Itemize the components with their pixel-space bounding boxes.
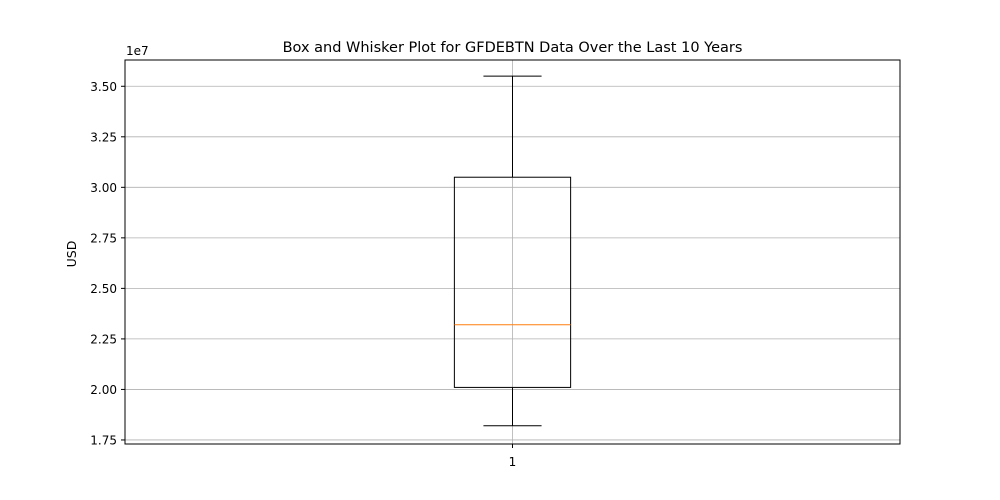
- box-plot-elements: [453, 75, 572, 427]
- y-tick-label: 3.50: [90, 80, 117, 94]
- y-tick-label: 3.00: [90, 181, 117, 195]
- x-tick-label: 1: [509, 455, 517, 469]
- chart-title: Box and Whisker Plot for GFDEBTN Data Ov…: [283, 40, 743, 56]
- iqr-box: [453, 176, 572, 388]
- y-axis-offset-text: 1e7: [126, 44, 149, 58]
- y-tick-label: 2.75: [90, 231, 117, 245]
- y-axis-label: USD: [64, 241, 79, 268]
- y-tick-label: 1.75: [90, 433, 117, 447]
- plot-area-frame: [124, 59, 901, 445]
- x-axis-ticks: 1: [509, 444, 517, 469]
- y-tick-label: 3.25: [90, 130, 117, 144]
- y-axis-ticks: 1.75 2.00 2.25 2.50 2.75 3.00 3.25 3.50: [90, 80, 125, 447]
- y-tick-label: 2.25: [90, 332, 117, 346]
- y-tick-label: 2.00: [90, 383, 117, 397]
- y-tick-label: 2.50: [90, 282, 117, 296]
- grid-lines: [125, 60, 900, 444]
